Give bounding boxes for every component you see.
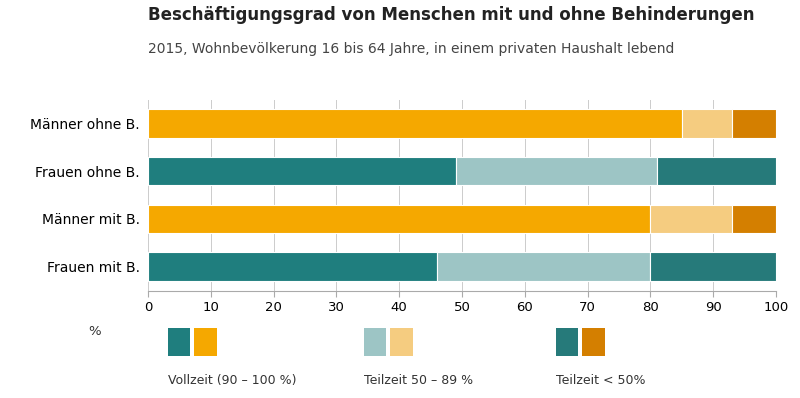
Bar (732, 109, 776, 138)
Bar (682, 109, 732, 138)
Text: Teilzeit < 50%: Teilzeit < 50% (556, 374, 646, 387)
Bar (148, 205, 650, 233)
Bar (456, 157, 657, 185)
Bar (650, 205, 732, 233)
Text: %: % (88, 325, 101, 338)
Bar (148, 109, 682, 138)
Bar (148, 157, 456, 185)
Bar (148, 252, 437, 281)
Bar (732, 205, 776, 233)
Bar (650, 252, 776, 281)
Text: Vollzeit (90 – 100 %): Vollzeit (90 – 100 %) (168, 374, 297, 387)
Bar (437, 252, 650, 281)
Text: Beschäftigungsgrad von Menschen mit und ohne Behinderungen: Beschäftigungsgrad von Menschen mit und … (148, 6, 754, 24)
Text: Teilzeit 50 – 89 %: Teilzeit 50 – 89 % (364, 374, 473, 387)
Bar (657, 157, 776, 185)
Text: 2015, Wohnbevölkerung 16 bis 64 Jahre, in einem privaten Haushalt lebend: 2015, Wohnbevölkerung 16 bis 64 Jahre, i… (148, 42, 674, 56)
